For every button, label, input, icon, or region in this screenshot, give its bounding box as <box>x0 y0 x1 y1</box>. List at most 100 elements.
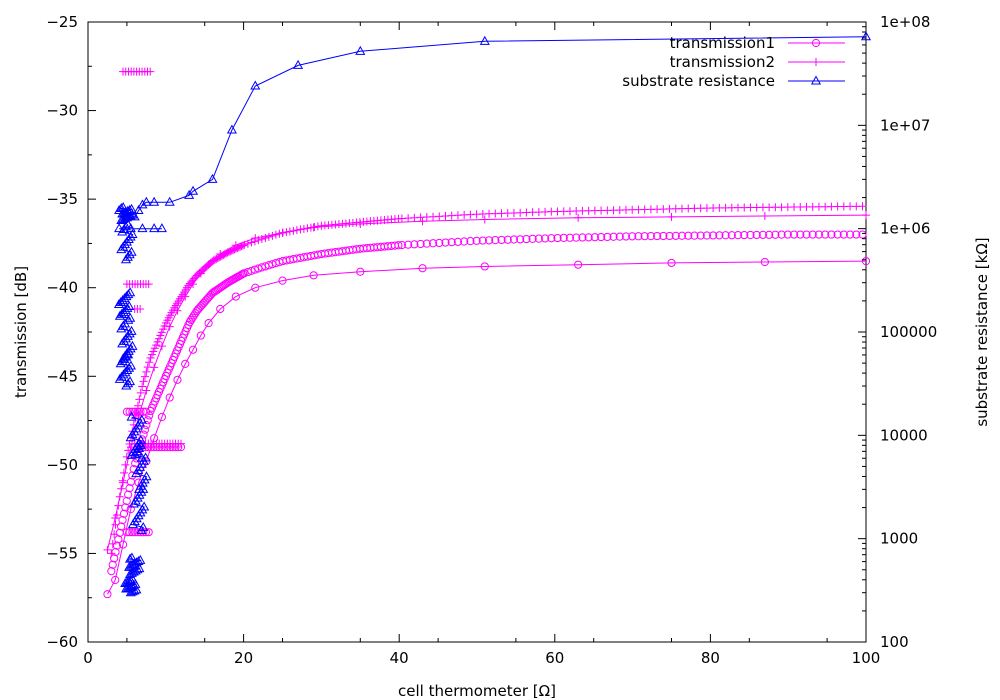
transmission1-band-point <box>119 509 129 518</box>
transmission1-point <box>204 319 213 328</box>
transmission1-band-point <box>752 230 761 240</box>
y-tick-label: −35 <box>46 190 78 208</box>
transmission1-band-point <box>621 232 631 241</box>
substrate-resistance-point <box>141 196 152 206</box>
substrate-resistance-cluster-point <box>138 483 149 493</box>
substrate-resistance-cluster-point <box>125 575 136 585</box>
substrate-resistance-cluster-point <box>127 228 138 238</box>
transmission1-band-point <box>596 232 606 242</box>
transmission2-band-point <box>149 347 158 356</box>
substrate-resistance-cluster-point <box>139 501 150 511</box>
transmission1-band-point <box>814 230 824 239</box>
transmission1-band-point <box>640 232 649 241</box>
transmission2-point <box>574 213 583 222</box>
transmission1-band-point <box>460 237 469 246</box>
transmission1-band-point <box>833 230 842 239</box>
transmission1-band-point <box>243 267 252 277</box>
transmission2-line <box>107 214 867 551</box>
transmission1-band-point <box>124 490 133 499</box>
transmission2-band-point <box>268 231 277 240</box>
transmission2-band-point <box>261 233 270 242</box>
transmission1-band-point <box>422 239 431 248</box>
transmission1-band-point <box>131 459 140 468</box>
substrate-resistance-cluster-point <box>135 554 146 564</box>
y-tick-label: −30 <box>46 102 78 120</box>
transmission2-band-point <box>107 549 116 558</box>
substrate-resistance-cluster-point <box>115 358 126 368</box>
transmission1-line <box>107 260 867 595</box>
transmission2-band-point <box>264 232 273 241</box>
transmission1-point <box>480 262 489 271</box>
substrate-resistance-point <box>226 124 237 134</box>
transmission2-point <box>119 478 128 487</box>
substrate-resistance-tail-point <box>149 223 160 233</box>
transmission1-band-point <box>121 503 130 512</box>
legend-marker <box>810 75 822 85</box>
transmission1-band-point <box>139 430 148 439</box>
transmission1-band-point <box>696 231 705 240</box>
transmission2-point <box>196 269 205 278</box>
transmission1-band-point <box>578 233 587 242</box>
transmission1-cluster-point <box>130 528 140 537</box>
transmission2-band-point <box>145 358 154 367</box>
transmission1-band-point <box>702 231 711 240</box>
y2-tick-label: 1000 <box>880 530 918 548</box>
substrate-resistance-cluster-point <box>121 351 132 361</box>
transmission1-band-point <box>733 231 743 240</box>
transmission1-band-point <box>609 232 618 241</box>
transmission2-cluster-point <box>176 439 185 448</box>
transmission1-cluster-point <box>125 528 134 537</box>
substrate-resistance-cluster-point <box>124 300 135 310</box>
y2-tick-label: 10000 <box>880 426 928 444</box>
substrate-resistance-cluster-point <box>125 312 136 322</box>
y-tick-label: −45 <box>46 367 78 385</box>
substrate-resistance-point <box>293 59 304 69</box>
substrate-resistance-point <box>250 80 261 90</box>
transmission1-band-point <box>709 231 718 240</box>
legend-label: transmission2 <box>670 53 775 71</box>
transmission1-band-point <box>397 240 407 250</box>
transmission2-band-point <box>108 539 117 548</box>
y2-tick-label: 100000 <box>880 323 937 341</box>
transmission1-point <box>216 304 225 314</box>
transmission1-band-point <box>128 471 137 480</box>
transmission2-band-point <box>135 395 144 404</box>
substrate-resistance-cluster-point <box>124 376 136 386</box>
transmission1-band-point <box>509 235 519 244</box>
substrate-resistance-point <box>355 45 366 55</box>
transmission1-band-point <box>188 313 197 322</box>
x-tick-label: 60 <box>545 649 564 667</box>
transmission1-band-point <box>684 231 693 240</box>
transmission1-band-point <box>453 237 463 246</box>
transmission2-band-point <box>152 341 161 350</box>
transmission2-band-point <box>133 401 142 410</box>
substrate-resistance-cluster-point <box>120 367 131 377</box>
substrate-resistance-cluster-point <box>124 362 135 372</box>
substrate-resistance-cluster-point <box>135 439 146 449</box>
transmission2-point <box>216 250 225 259</box>
transmission1-band-point <box>522 234 531 244</box>
transmission1-cluster-point <box>133 528 142 537</box>
transmission1-band-point <box>796 230 805 239</box>
transmission1-point <box>667 258 676 268</box>
transmission2-band-point <box>138 382 147 391</box>
transmission1-band-point <box>142 420 151 430</box>
transmission1-band-point <box>107 567 116 576</box>
transmission1-point <box>181 359 190 368</box>
substrate-resistance-cluster-point <box>118 369 129 379</box>
transmission1-band-point <box>808 230 817 239</box>
substrate-resistance-point <box>164 196 175 206</box>
transmission1-band-point <box>117 522 126 531</box>
transmission1-band-point <box>528 234 537 243</box>
substrate-resistance-tail-point <box>137 223 148 233</box>
transmission1-band-point <box>466 237 475 246</box>
transmission1-band-point <box>108 560 117 569</box>
transmission1-band-point <box>185 318 194 327</box>
transmission1-band-point <box>852 230 861 239</box>
transmission1-point <box>118 540 128 549</box>
transmission1-band-point <box>665 231 674 241</box>
substrate-resistance-cluster-point <box>123 349 134 359</box>
transmission1-band-point <box>247 266 256 275</box>
